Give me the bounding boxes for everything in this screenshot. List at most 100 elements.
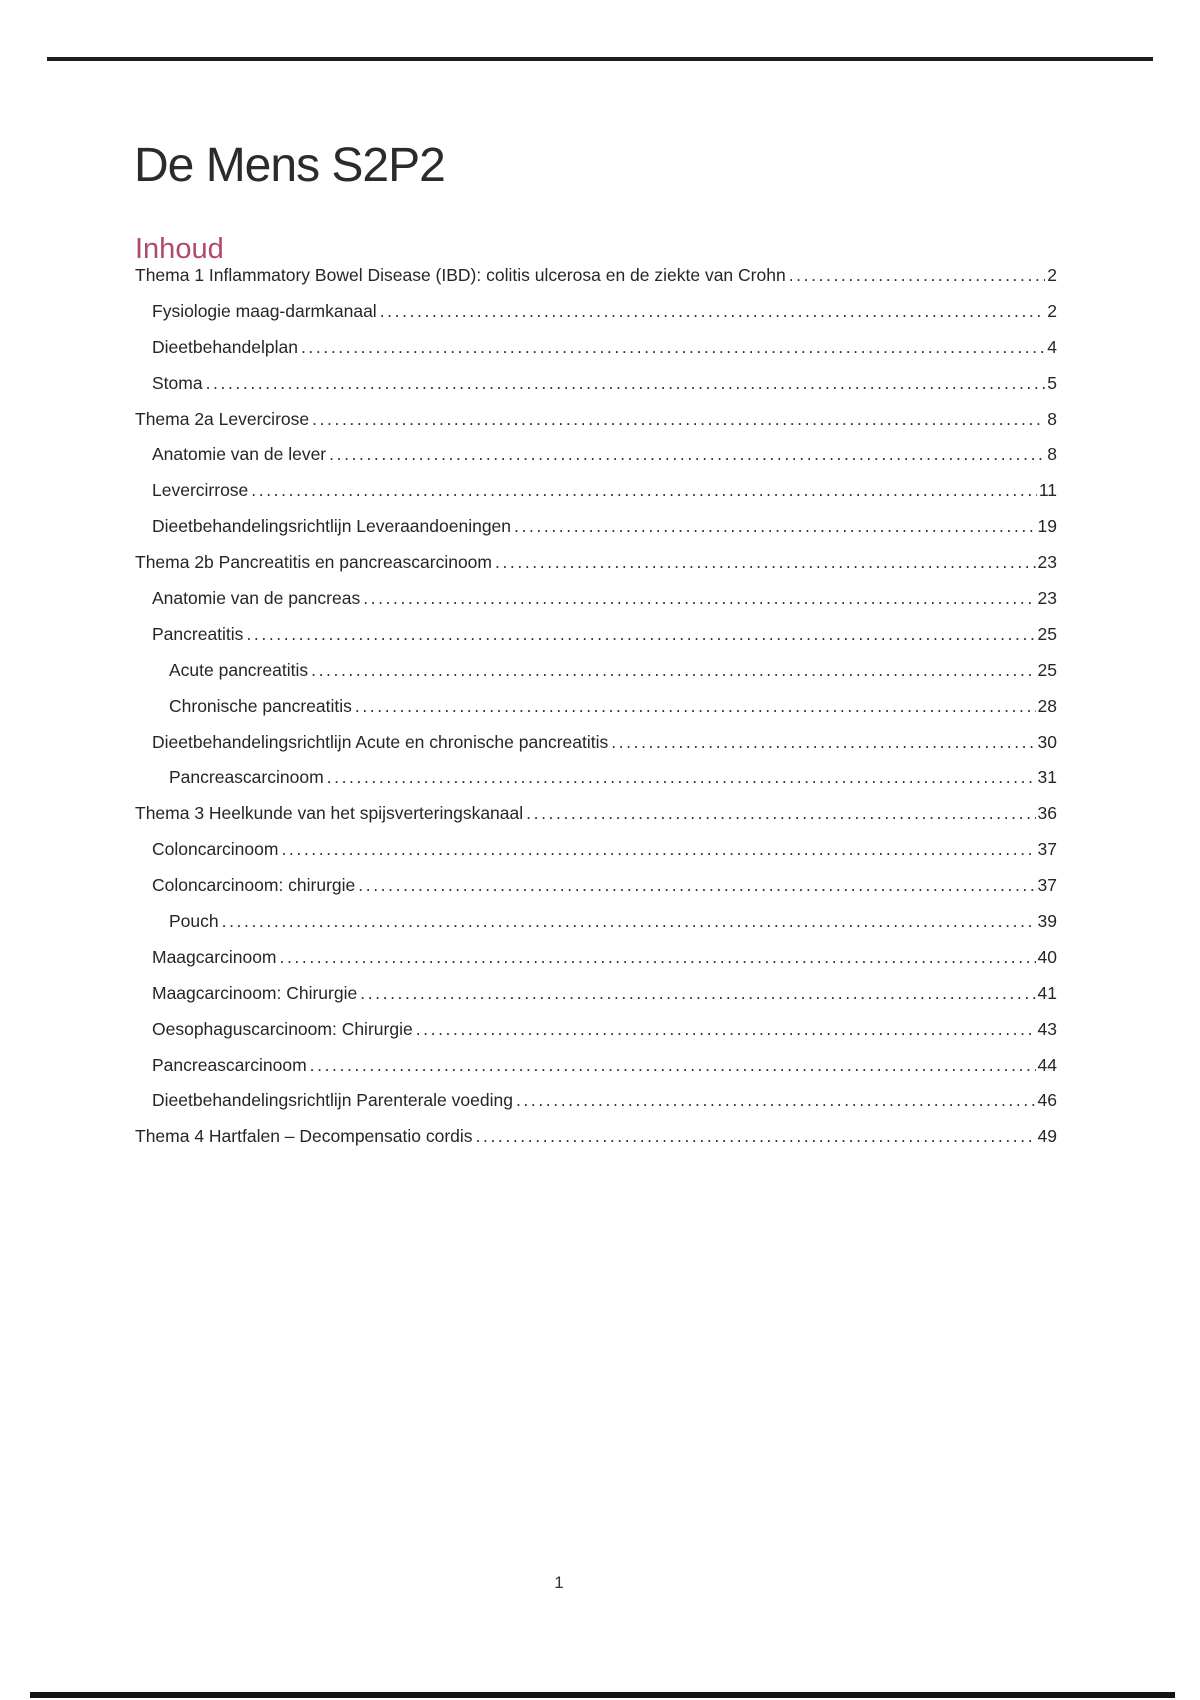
toc-entry-page-number: 49 — [1037, 1126, 1057, 1147]
toc-entry-label: Pancreatitis — [152, 623, 244, 644]
toc-entry[interactable]: Stoma...................................… — [135, 366, 1057, 402]
toc-entry-page-number: 31 — [1037, 767, 1057, 788]
toc-entry[interactable]: Anatomie van de pancreas................… — [135, 581, 1057, 617]
toc-entry-label: Pancreascarcinoom — [152, 1054, 307, 1075]
footer-page-number: 1 — [554, 1573, 564, 1592]
toc-entry[interactable]: Thema 2a Levercirose....................… — [135, 402, 1057, 438]
toc-leader-dots: ........................................… — [788, 265, 1046, 285]
toc-entry-page-number: 37 — [1037, 875, 1057, 896]
toc-entry[interactable]: Chronische pancreatitis.................… — [135, 689, 1057, 725]
toc-entry-label: Maagcarcinoom — [152, 946, 277, 967]
toc-entry-page-number: 44 — [1037, 1054, 1057, 1075]
toc-leader-dots: ........................................… — [311, 659, 1035, 680]
toc-entry-page-number: 46 — [1037, 1090, 1057, 1111]
toc-entry[interactable]: Thema 2b Pancreatitis en pancreascarcino… — [135, 545, 1057, 581]
toc-entry-label: Dieetbehandelingsrichtlijn Parenterale v… — [152, 1090, 513, 1111]
toc-entry[interactable]: Anatomie van de lever...................… — [135, 437, 1057, 473]
toc-leader-dots: ........................................… — [279, 946, 1036, 967]
toc-entry[interactable]: Pancreatitis............................… — [135, 617, 1057, 653]
toc-entry[interactable]: Maagcarcinoom: Chirurgie................… — [135, 976, 1057, 1012]
toc-entry-page-number: 39 — [1037, 911, 1057, 932]
toc-entry[interactable]: Levercirrose............................… — [135, 473, 1057, 509]
top-border-rule — [47, 57, 1153, 61]
toc-entry-label: Coloncarcinoom — [152, 839, 279, 860]
toc-leader-dots: ........................................… — [309, 1054, 1036, 1075]
toc-entry[interactable]: Acute pancreatitis......................… — [135, 653, 1057, 689]
toc-entry[interactable]: Fysiologie maag-darmkanaal..............… — [135, 294, 1057, 330]
toc-entry[interactable]: Pancreascarcinoom.......................… — [135, 1048, 1057, 1084]
toc-entry-label: Thema 4 Hartfalen – Decompensatio cordis — [135, 1126, 473, 1147]
toc-entry-page-number: 8 — [1047, 408, 1057, 429]
toc-entry[interactable]: Dieetbehandelingsrichtlijn Leveraandoeni… — [135, 509, 1057, 545]
toc-entry-label: Levercirrose — [152, 480, 249, 501]
toc-leader-dots: ........................................… — [515, 1090, 1036, 1111]
toc-entry-label: Oesophaguscarcinoom: Chirurgie — [152, 1018, 413, 1039]
toc-leader-dots: ........................................… — [281, 839, 1036, 860]
toc-entry-page-number: 36 — [1037, 803, 1057, 824]
toc-entry-page-number: 2 — [1047, 265, 1057, 285]
toc-entry-label: Anatomie van de lever — [152, 444, 327, 465]
toc-entry-label: Pouch — [169, 911, 219, 932]
toc-entry[interactable]: Oesophaguscarcinoom: Chirurgie..........… — [135, 1012, 1057, 1048]
toc-entry-page-number: 23 — [1037, 552, 1057, 573]
toc-leader-dots: ........................................… — [360, 982, 1035, 1003]
toc-leader-dots: ........................................… — [354, 695, 1036, 716]
toc-entry[interactable]: Thema 3 Heelkunde van het spijsvertering… — [135, 796, 1057, 832]
toc-entry-label: Acute pancreatitis — [169, 659, 309, 680]
toc-entry-page-number: 23 — [1037, 588, 1057, 609]
toc-leader-dots: ........................................… — [312, 408, 1045, 429]
toc-entry-label: Thema 2a Levercirose — [135, 408, 310, 429]
toc-leader-dots: ........................................… — [514, 516, 1036, 537]
table-of-contents: Thema 1 Inflammatory Bowel Disease (IBD)… — [135, 258, 1057, 1155]
toc-leader-dots: ........................................… — [475, 1126, 1036, 1147]
toc-entry[interactable]: Dieetbehandelplan.......................… — [135, 330, 1057, 366]
toc-entry[interactable]: Coloncarcinoom..........................… — [135, 832, 1057, 868]
toc-entry[interactable]: Maagcarcinoom...........................… — [135, 940, 1057, 976]
toc-entry-label: Coloncarcinoom: chirurgie — [152, 875, 356, 896]
toc-entry-page-number: 4 — [1047, 336, 1057, 357]
toc-entry-label: Maagcarcinoom: Chirurgie — [152, 982, 358, 1003]
toc-leader-dots: ........................................… — [526, 803, 1036, 824]
toc-leader-dots: ........................................… — [221, 911, 1036, 932]
toc-leader-dots: ........................................… — [363, 588, 1035, 609]
toc-leader-dots: ........................................… — [251, 480, 1037, 501]
toc-entry-label: Thema 3 Heelkunde van het spijsvertering… — [135, 803, 524, 824]
toc-entry-label: Dieetbehandelingsrichtlijn Leveraandoeni… — [152, 516, 512, 537]
toc-heading: Inhoud — [135, 233, 224, 265]
toc-entry-label: Stoma — [152, 372, 203, 393]
toc-entry[interactable]: Pouch...................................… — [135, 904, 1057, 940]
toc-entry[interactable]: Thema 4 Hartfalen – Decompensatio cordis… — [135, 1119, 1057, 1155]
toc-leader-dots: ........................................… — [300, 336, 1045, 357]
toc-entry-label: Pancreascarcinoom — [169, 767, 324, 788]
toc-leader-dots: ........................................… — [358, 875, 1035, 896]
toc-entry[interactable]: Thema 1 Inflammatory Bowel Disease (IBD)… — [135, 258, 1057, 294]
toc-entry-page-number: 8 — [1047, 444, 1057, 465]
toc-leader-dots: ........................................… — [495, 552, 1036, 573]
toc-entry-label: Dieetbehandelingsrichtlijn Acute en chro… — [152, 731, 609, 752]
toc-leader-dots: ........................................… — [611, 731, 1035, 752]
document-title: De Mens S2P2 — [134, 139, 446, 192]
toc-entry[interactable]: Pancreascarcinoom.......................… — [135, 760, 1057, 796]
toc-entry-page-number: 25 — [1037, 659, 1057, 680]
toc-entry[interactable]: Dieetbehandelingsrichtlijn Acute en chro… — [135, 725, 1057, 761]
toc-leader-dots: ........................................… — [246, 623, 1035, 644]
toc-entry[interactable]: Dieetbehandelingsrichtlijn Parenterale v… — [135, 1083, 1057, 1119]
toc-entry-page-number: 2 — [1047, 300, 1057, 321]
toc-entry-label: Fysiologie maag-darmkanaal — [152, 300, 377, 321]
toc-entry-page-number: 37 — [1037, 839, 1057, 860]
toc-entry-page-number: 43 — [1037, 1018, 1057, 1039]
toc-leader-dots: ........................................… — [415, 1018, 1036, 1039]
toc-entry-page-number: 25 — [1037, 623, 1057, 644]
toc-entry-page-number: 41 — [1037, 982, 1057, 1003]
toc-entry-page-number: 19 — [1037, 516, 1057, 537]
toc-entry-label: Dieetbehandelplan — [152, 336, 298, 357]
toc-entry-page-number: 40 — [1037, 946, 1057, 967]
toc-entry-page-number: 30 — [1037, 731, 1057, 752]
toc-entry-label: Anatomie van de pancreas — [152, 588, 361, 609]
toc-entry-page-number: 28 — [1037, 695, 1057, 716]
toc-entry[interactable]: Coloncarcinoom: chirurgie...............… — [135, 868, 1057, 904]
toc-entry-label: Chronische pancreatitis — [169, 695, 352, 716]
toc-leader-dots: ........................................… — [205, 372, 1046, 393]
toc-leader-dots: ........................................… — [326, 767, 1036, 788]
